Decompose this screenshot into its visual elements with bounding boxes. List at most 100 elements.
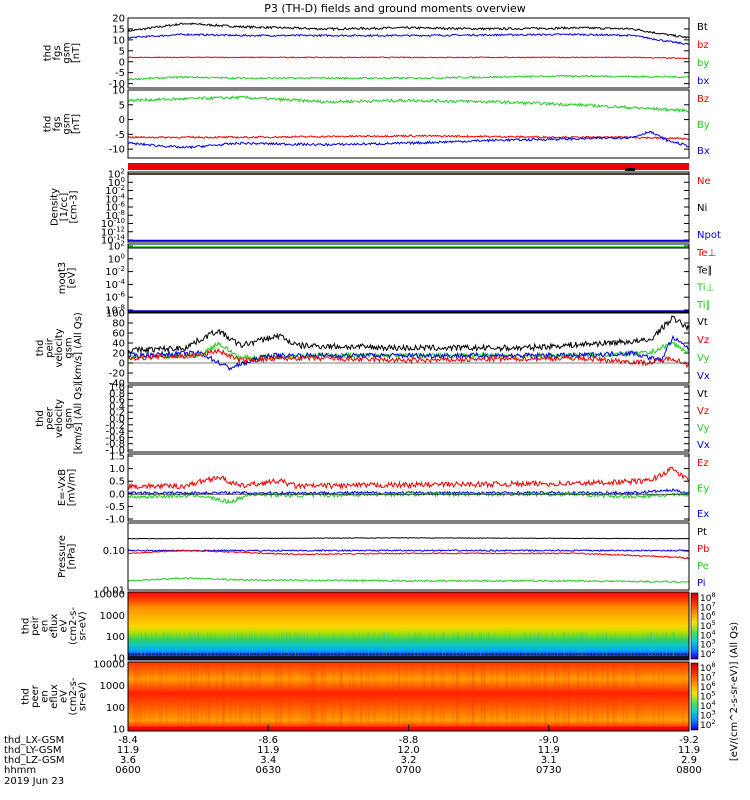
legend-label: Vy — [697, 353, 710, 364]
ytick-label: 10-8 — [105, 304, 125, 317]
xtick-label: 11.9 — [117, 745, 139, 756]
series-blue — [127, 33, 690, 45]
axis-row-label: thd_LX-GSM — [4, 735, 64, 746]
ytick-label: -5 — [115, 68, 125, 79]
series-blue — [127, 549, 690, 552]
xtick-label: -9.2 — [679, 735, 699, 746]
panel-ylabel: thdfgsgsm[nT] — [42, 42, 82, 63]
xtick-label: -8.4 — [118, 735, 138, 746]
panel-4: 10210010-210-410-610-8moqt3[eV]Te⊥Te∥Ti⊥… — [57, 240, 717, 317]
legend-label: bx — [697, 76, 709, 87]
legend-label: Ne — [697, 176, 711, 187]
panel-ylabel: Density[1/cc][cm-3] — [50, 188, 80, 226]
ytick-label: 10-2 — [105, 184, 125, 197]
series-green — [128, 490, 690, 504]
colorbar-tick: 103 — [700, 709, 716, 722]
panel-ylabel: moqt3[eV] — [57, 262, 78, 295]
legend-label: Ez — [697, 458, 709, 469]
colorbar-tick: 108 — [700, 661, 716, 674]
legend-label: Pb — [697, 544, 709, 555]
panel-ylabel: thdpeerenefluxeV(cm2-s-sr-eV) — [21, 677, 89, 715]
ytick-label: -10 — [109, 79, 125, 90]
xtick-label: 0700 — [396, 765, 421, 776]
colorbar-tick: 105 — [700, 690, 716, 703]
ytick-label: 100 — [106, 632, 125, 643]
series-red — [127, 549, 690, 560]
legend-label: Vx — [697, 440, 710, 451]
colorbar-tick: 104 — [700, 628, 716, 641]
ytick-label: 0.2 — [109, 408, 125, 419]
ytick-label: 0.01 — [103, 586, 125, 597]
ytick-label: 10-2 — [105, 265, 125, 278]
ytick-label: -0.8 — [105, 439, 125, 450]
ytick-label: 1.0 — [109, 383, 125, 394]
ytick-label: 1.5 — [109, 452, 125, 463]
ytick-label: 100 — [108, 176, 125, 189]
ytick-label: 0.10 — [103, 546, 125, 557]
ytick-label: 10-4 — [105, 278, 125, 291]
series-green — [127, 95, 690, 114]
ytick-label: 0.8 — [109, 389, 125, 400]
xtick-label: 11.9 — [538, 745, 560, 756]
xtick-label: 11.9 — [678, 745, 700, 756]
panel-frame — [127, 453, 690, 522]
series-blue — [127, 130, 690, 150]
ytick-label: 102 — [108, 168, 125, 181]
panel-10: 10000 1000 100 10 thdpeerenefluxeV(cm2-s-sr-… — [21, 660, 690, 736]
colorbar-tick: 104 — [700, 699, 716, 712]
legend-label: Ti⊥ — [696, 283, 714, 294]
ytick-label: 0.0 — [109, 489, 125, 500]
colorbar-tick: 105 — [700, 619, 716, 632]
ytick-label: 0.5 — [109, 477, 125, 488]
ytick-label: -1.0 — [105, 446, 125, 457]
xtick-label: 3.1 — [541, 755, 557, 766]
ytick-label: 15 — [112, 24, 125, 35]
colorbar-tick: 102 — [700, 647, 716, 660]
ytick-label: 10 — [112, 725, 125, 736]
axis-row-label: hhmm — [4, 765, 36, 776]
series-black — [127, 315, 690, 354]
ytick-label: -40 — [109, 379, 125, 390]
colorbar-tick: 108 — [700, 591, 716, 604]
ytick-label: 100 — [106, 703, 125, 714]
legend-label: Pe — [697, 561, 709, 572]
xtick-label: 3.4 — [260, 755, 276, 766]
panel-6: 1.00.80.60.40.20.0-0.2-0.4-0.6-0.8-1.0 th… — [35, 383, 710, 457]
legend-label: Vz — [697, 335, 709, 346]
xtick-label: -9.0 — [539, 735, 559, 746]
spectrogram-edge — [128, 656, 689, 660]
ytick-label: 1000 — [100, 611, 125, 622]
legend-label: Pi — [697, 578, 706, 589]
colorbar — [690, 662, 699, 731]
panel-frame — [127, 522, 690, 591]
xtick-label: 0630 — [256, 765, 281, 776]
panel-ylabel: thdpeirenefluxeV(cm2-s-sr-eV) — [21, 607, 89, 645]
colorbar-tick: 107 — [700, 600, 716, 613]
ytick-label: 10 — [112, 35, 125, 46]
colorbar-tick: 106 — [700, 610, 716, 623]
ytick-label: 10-14 — [101, 234, 126, 247]
ytick-label: -0.5 — [105, 502, 125, 513]
legend-label: Pt — [697, 527, 707, 538]
axis-row-label: thd_LZ-GSM — [4, 755, 65, 766]
panel-frame — [127, 17, 690, 89]
xtick-label: 12.0 — [397, 745, 419, 756]
xtick-label: 0730 — [536, 765, 561, 776]
ytick-label: 100 — [106, 309, 125, 320]
ytick-label: 5 — [119, 46, 125, 57]
xtick-label: 11.9 — [257, 745, 279, 756]
legend-label: bz — [697, 40, 709, 51]
panel-2: 10 5 0 -5 -10 thdfgsgsm[nT] Bz By Bx — [42, 86, 710, 159]
panel-ylabel: thdpeervelocitygsm[km/s] (All Qs) — [35, 383, 84, 455]
colorbar-tick: 106 — [700, 680, 716, 693]
ytick-label: -0.4 — [105, 427, 125, 438]
series-red — [127, 134, 690, 141]
ytick-label: 0.4 — [109, 401, 125, 412]
ytick-label: 80 — [112, 319, 125, 330]
panel-frame — [127, 89, 690, 159]
legend-label: Ti∥ — [696, 300, 711, 311]
xtick-label: 2.9 — [681, 755, 697, 766]
panel-stack: 20151050-5-10thdfgsgsm[nT]Btbzbybx1050-5… — [21, 14, 721, 736]
